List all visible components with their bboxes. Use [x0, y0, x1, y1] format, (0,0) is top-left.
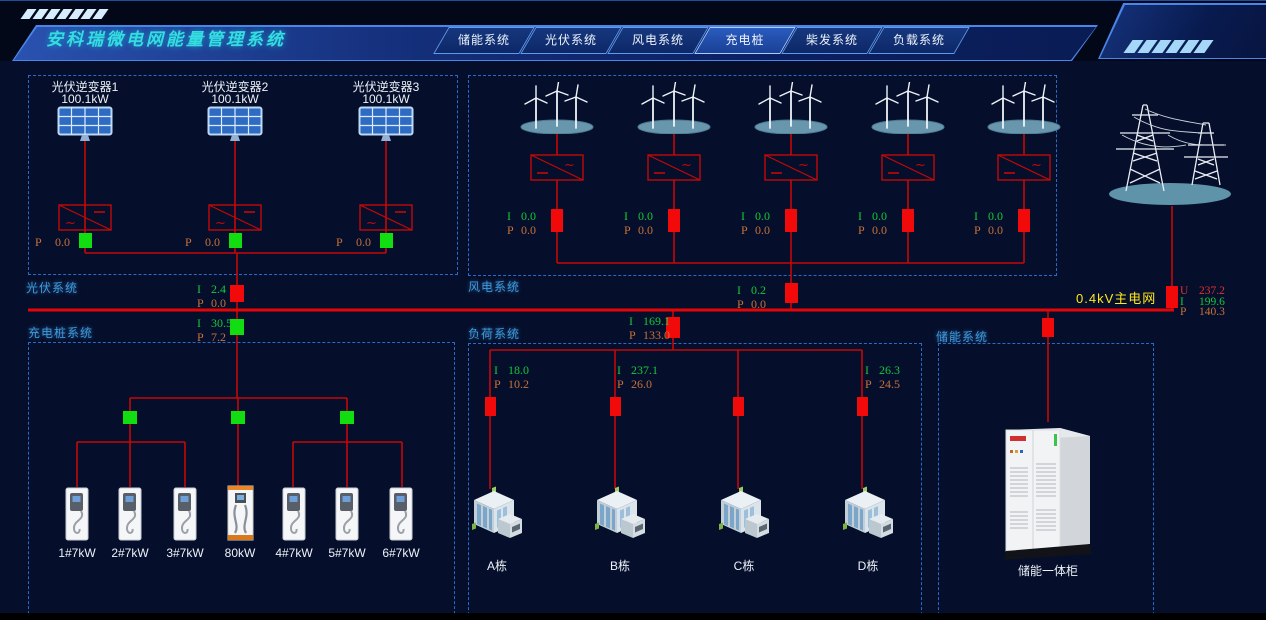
- pv-inverter-3-power: P 0.0: [336, 235, 371, 249]
- storage-section-box: [938, 343, 1154, 620]
- wind-section-box: [468, 75, 1057, 276]
- ev-charger-icon[interactable]: [65, 487, 89, 541]
- wind-turbine-icon[interactable]: [629, 82, 719, 134]
- charging-branch-3-breaker[interactable]: [340, 411, 354, 424]
- charging-total-readout: I 30.5 P 7.2: [197, 316, 232, 344]
- storage-cabinet-icon[interactable]: [998, 420, 1098, 560]
- pv-inverter-2-power: P 0.0: [185, 235, 220, 249]
- pv-inverter-1-name: 光伏逆变器1: [51, 80, 119, 94]
- ev-charger-icon[interactable]: [118, 487, 142, 541]
- pv-section-label: 光伏系统: [26, 281, 79, 295]
- wind-turbine-2-readout: I 0.0 P 0.0: [624, 209, 653, 237]
- grid-towers-icon[interactable]: [1106, 93, 1238, 207]
- wind-turbine-2-breaker[interactable]: [668, 209, 680, 232]
- solar-panel-icon[interactable]: [358, 106, 414, 142]
- pv-inverter-2-breaker[interactable]: [229, 233, 242, 248]
- building-icon[interactable]: [837, 486, 899, 540]
- ev-charger-icon[interactable]: [173, 487, 197, 541]
- wind-turbine-1-breaker[interactable]: [551, 209, 563, 232]
- ev-charger-icon[interactable]: [282, 487, 306, 541]
- pv-inverter-icon[interactable]: [359, 204, 413, 231]
- building-icon[interactable]: [466, 486, 528, 540]
- building-d-readout: I 26.3 P 24.5: [865, 363, 900, 391]
- storage-section-label: 储能系统: [936, 330, 989, 344]
- solar-panel-icon[interactable]: [207, 106, 263, 142]
- dc-fast-charger-icon[interactable]: [227, 485, 254, 542]
- load-section-box: [468, 343, 922, 620]
- ev-charger-icon[interactable]: [335, 487, 359, 541]
- building-a-breaker[interactable]: [485, 397, 496, 416]
- charger-label: 80kW: [224, 546, 256, 560]
- load-section-label: 负荷系统: [468, 327, 521, 341]
- building-b-breaker[interactable]: [610, 397, 621, 416]
- grid-readout: U 237.2 I 199.6 P 140.3: [1180, 285, 1225, 318]
- wind-converter-icon[interactable]: [764, 154, 818, 181]
- charger-label: 5#7kW: [328, 546, 366, 560]
- charging-branch-2-breaker[interactable]: [231, 411, 245, 424]
- pv-total-breaker[interactable]: [230, 285, 244, 302]
- load-total-readout: I 169.1 P 133.0: [629, 314, 670, 342]
- wind-turbine-1-readout: I 0.0 P 0.0: [507, 209, 536, 237]
- charger-label: 3#7kW: [166, 546, 204, 560]
- pv-total-readout: I 2.4 P 0.0: [197, 282, 226, 310]
- storage-breaker[interactable]: [1042, 318, 1054, 337]
- bottom-edge: [0, 613, 1266, 620]
- charging-branch-1-breaker[interactable]: [123, 411, 137, 424]
- wind-total-breaker[interactable]: [785, 283, 798, 303]
- pv-inverter-1-breaker[interactable]: [79, 233, 92, 248]
- pv-inverter-icon[interactable]: [58, 204, 112, 231]
- solar-panel-icon[interactable]: [57, 106, 113, 142]
- pv-inverter-3-breaker[interactable]: [380, 233, 393, 248]
- grid-label: 0.4kV主电网: [1076, 291, 1157, 306]
- pv-section-box: [28, 75, 458, 275]
- wind-turbine-icon[interactable]: [512, 82, 602, 134]
- wind-converter-icon[interactable]: [530, 154, 584, 181]
- building-icon[interactable]: [589, 486, 651, 540]
- building-label: A栋: [486, 559, 507, 573]
- pv-inverter-2-capacity: 100.1kW: [211, 92, 259, 106]
- wind-turbine-3-readout: I 0.0 P 0.0: [741, 209, 770, 237]
- wind-turbine-icon[interactable]: [863, 82, 953, 134]
- building-label: D栋: [857, 559, 879, 573]
- building-icon[interactable]: [713, 486, 775, 540]
- wind-turbine-4-readout: I 0.0 P 0.0: [858, 209, 887, 237]
- pv-inverter-1-capacity: 100.1kW: [61, 92, 109, 106]
- building-label: C栋: [733, 559, 755, 573]
- header-bar: 安科瑞微电网能量管理系统 储能系统 光伏系统 风电系统 充电桩 柴发系统 负载系…: [0, 0, 1266, 61]
- wind-converter-icon[interactable]: [997, 154, 1051, 181]
- charger-label: 2#7kW: [111, 546, 149, 560]
- pv-inverter-icon[interactable]: [208, 204, 262, 231]
- wind-total-readout: I 0.2 P 0.0: [737, 283, 766, 311]
- wind-turbine-icon[interactable]: [979, 82, 1069, 134]
- building-c-breaker[interactable]: [733, 397, 744, 416]
- storage-cabinet-label: 储能一体柜: [1017, 564, 1078, 578]
- load-total-breaker[interactable]: [666, 317, 680, 338]
- charging-total-breaker[interactable]: [230, 319, 244, 335]
- wind-turbine-4-breaker[interactable]: [902, 209, 914, 232]
- building-label: B栋: [609, 559, 630, 573]
- wind-turbine-icon[interactable]: [746, 82, 836, 134]
- wind-turbine-3-breaker[interactable]: [785, 209, 797, 232]
- charging-section-label: 充电桩系统: [28, 326, 94, 340]
- pv-inverter-1-power: P 0.0: [35, 235, 70, 249]
- wind-converter-icon[interactable]: [881, 154, 935, 181]
- ev-charger-icon[interactable]: [389, 487, 413, 541]
- wind-turbine-5-readout: I 0.0 P 0.0: [974, 209, 1003, 237]
- building-a-readout: I 18.0 P 10.2: [494, 363, 529, 391]
- wind-turbine-5-breaker[interactable]: [1018, 209, 1030, 232]
- pv-inverter-3-name: 光伏逆变器3: [352, 80, 420, 94]
- charging-section-box: [28, 342, 455, 620]
- charger-label: 4#7kW: [275, 546, 313, 560]
- building-b-readout: I 237.1 P 26.0: [617, 363, 658, 391]
- wind-section-label: 风电系统: [468, 280, 521, 294]
- charger-label: 6#7kW: [382, 546, 420, 560]
- wind-converter-icon[interactable]: [647, 154, 701, 181]
- pv-inverter-2-name: 光伏逆变器2: [201, 80, 269, 94]
- building-d-breaker[interactable]: [857, 397, 868, 416]
- pv-inverter-3-capacity: 100.1kW: [362, 92, 410, 106]
- page-title: 安科瑞微电网能量管理系统: [46, 30, 286, 49]
- charger-label: 1#7kW: [58, 546, 96, 560]
- grid-breaker[interactable]: [1166, 286, 1178, 308]
